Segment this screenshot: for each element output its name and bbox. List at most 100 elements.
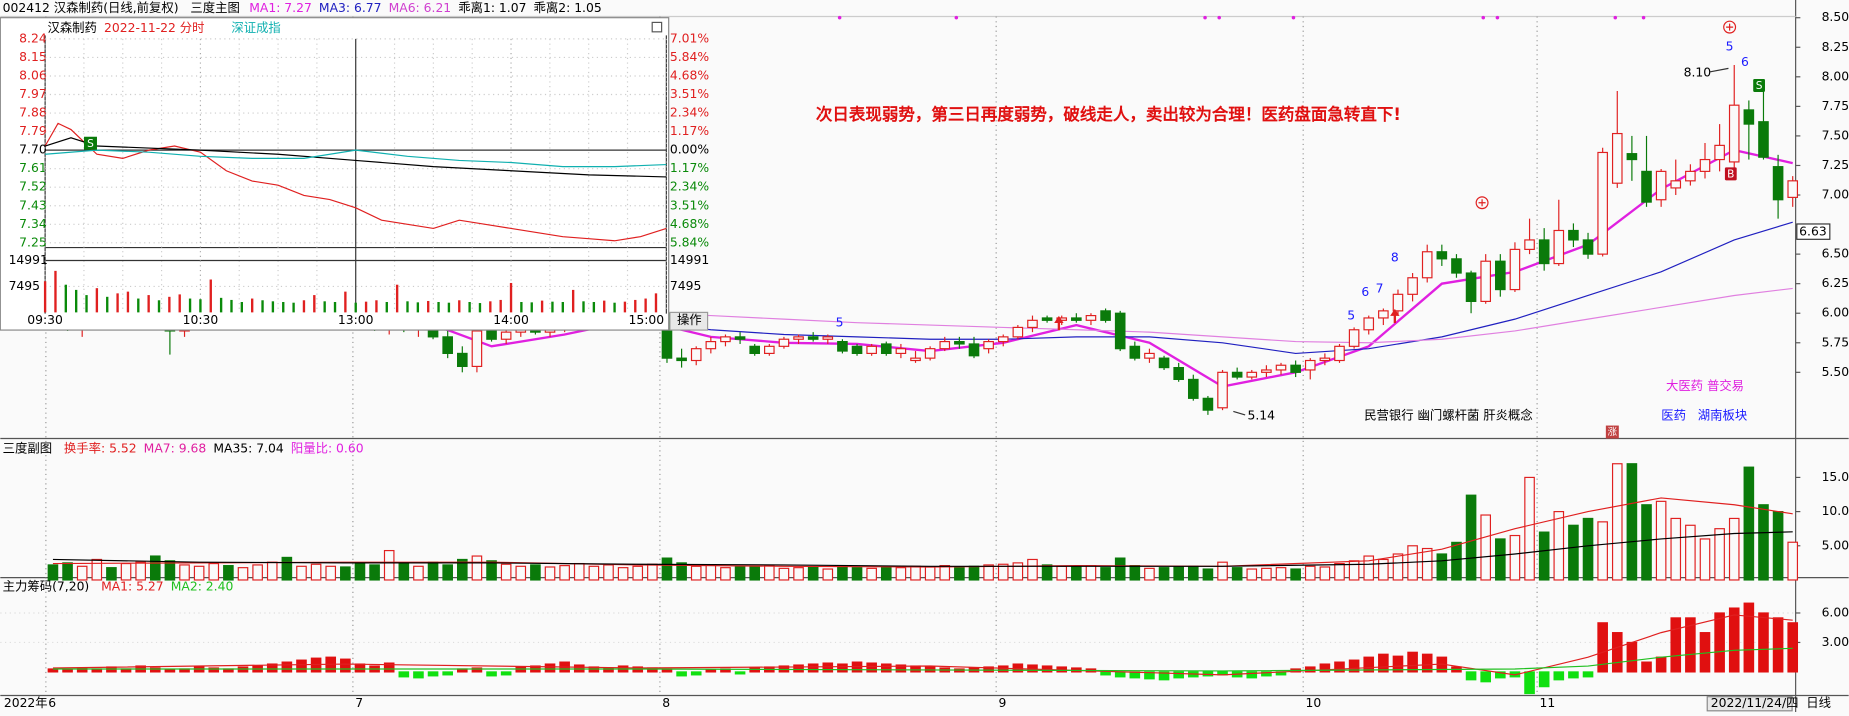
bar <box>1158 567 1170 581</box>
operate-button[interactable] <box>669 311 709 331</box>
bar <box>603 564 614 581</box>
bar <box>1334 562 1345 581</box>
bar <box>544 566 556 581</box>
bar <box>1261 671 1272 677</box>
bar <box>807 663 819 673</box>
bar <box>1787 541 1799 581</box>
count-label: 5 <box>836 315 844 329</box>
plus-marker <box>1478 199 1486 207</box>
y-tick-label: 6.00 <box>1822 306 1849 320</box>
candle-body <box>1304 359 1316 371</box>
bar <box>1670 617 1682 673</box>
candle-body <box>983 341 994 350</box>
y-tick-label: 7.52 <box>19 180 47 194</box>
candle-body <box>1231 371 1243 378</box>
bar <box>164 560 176 581</box>
candle-body <box>1246 371 1258 378</box>
y-tick-label: 7.88 <box>19 106 47 120</box>
y-tick-label: 7.43 <box>19 198 47 212</box>
candle-body <box>837 341 848 352</box>
bar <box>1378 653 1389 673</box>
bar <box>734 671 746 675</box>
candle-body <box>1158 357 1170 369</box>
bar <box>1071 566 1082 581</box>
candle-body <box>720 336 731 343</box>
bar <box>837 565 848 581</box>
bar <box>617 567 629 581</box>
bar <box>1597 521 1608 581</box>
date-label: 2022/11/24/四 <box>1711 696 1799 710</box>
candle-body <box>1407 277 1418 295</box>
bar <box>1553 671 1565 681</box>
candle-body <box>1480 260 1492 302</box>
y-tick-label: 8.15 <box>19 50 47 64</box>
candle-body <box>486 330 497 340</box>
bar <box>1290 568 1301 581</box>
bar <box>1480 671 1492 683</box>
count-label: 6 <box>1361 285 1369 299</box>
popup-title: 汉森制药 <box>47 20 96 35</box>
x-tick-label: 11 <box>1539 696 1555 710</box>
candle-body <box>1319 357 1331 362</box>
bar <box>208 562 220 581</box>
bar <box>208 667 220 673</box>
candle-body <box>1641 170 1652 203</box>
count-label: 7 <box>1376 281 1384 295</box>
signal-label: S <box>1756 80 1763 92</box>
panel-title: 002412 汉森制药(日线,前复权) <box>3 0 179 15</box>
y-tick-label: 8.25 <box>1822 40 1849 54</box>
pointer <box>1709 67 1729 73</box>
y2-tick-label: 3.51% <box>670 87 710 101</box>
bar <box>354 562 366 581</box>
bar <box>1246 671 1258 679</box>
ma-line <box>52 531 1793 567</box>
bar <box>559 565 570 581</box>
bar <box>1641 661 1652 673</box>
bar <box>632 565 644 581</box>
y-tick-label: 5.50 <box>1822 365 1849 379</box>
bar <box>471 555 483 581</box>
candle-body <box>851 345 863 355</box>
last-price-label: 6.63 <box>1799 225 1827 239</box>
candle-body <box>471 330 483 368</box>
bar <box>764 565 775 581</box>
bar <box>500 563 512 581</box>
bar <box>1772 511 1784 581</box>
bar <box>676 562 687 581</box>
close-icon[interactable] <box>651 21 663 33</box>
candle-body <box>910 357 921 362</box>
bar <box>91 558 103 581</box>
bar <box>179 564 190 581</box>
bar <box>1699 538 1711 581</box>
bar <box>880 663 892 673</box>
candle-body <box>793 336 804 340</box>
bar <box>1378 558 1389 581</box>
candle-body <box>939 341 951 350</box>
bar <box>530 564 541 581</box>
candle-body <box>1436 251 1448 260</box>
bar <box>1114 557 1126 581</box>
bar <box>1114 671 1126 678</box>
bar <box>1538 531 1550 581</box>
y-tick-label: 5.75 <box>1822 335 1849 349</box>
bar <box>1027 558 1038 581</box>
bar <box>793 664 804 673</box>
bar <box>1187 565 1199 581</box>
bar <box>1670 517 1682 581</box>
candle-body <box>764 345 775 355</box>
bar <box>1758 504 1769 581</box>
bar <box>1553 511 1565 581</box>
bar <box>1465 494 1477 581</box>
indicator-label: MA2: 2.40 <box>171 580 234 594</box>
candle-body <box>705 341 717 350</box>
bar <box>471 667 483 673</box>
bar <box>939 565 951 581</box>
bar <box>1158 671 1170 681</box>
y-tick-label: 8.00 <box>1822 69 1849 83</box>
bar <box>997 563 1009 581</box>
bar <box>47 564 59 581</box>
bar <box>1144 567 1155 581</box>
y-tick-label: 15.00 <box>1822 470 1849 484</box>
y2-tick-label: 3.51% <box>670 198 710 212</box>
bar <box>1392 553 1404 581</box>
